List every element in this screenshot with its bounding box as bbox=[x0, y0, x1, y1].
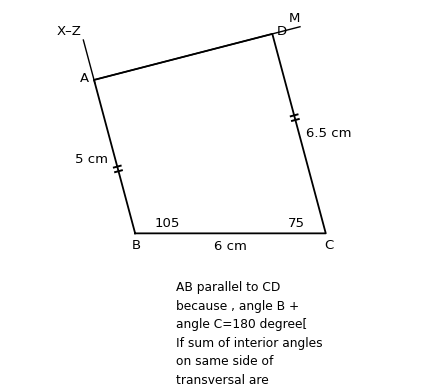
Text: 75: 75 bbox=[288, 217, 305, 230]
Text: D: D bbox=[277, 25, 287, 38]
Text: 6.5 cm: 6.5 cm bbox=[306, 127, 351, 140]
Text: 5 cm: 5 cm bbox=[75, 153, 108, 166]
Text: X–Z: X–Z bbox=[57, 25, 82, 38]
Text: A: A bbox=[80, 72, 89, 85]
Text: M: M bbox=[289, 12, 300, 25]
Text: C: C bbox=[324, 239, 334, 252]
Text: B: B bbox=[132, 239, 141, 252]
Text: AB parallel to CD
because , angle B +
angle C=180 degree[
If sum of interior ang: AB parallel to CD because , angle B + an… bbox=[176, 281, 323, 384]
Text: 6 cm: 6 cm bbox=[214, 240, 247, 253]
Text: 105: 105 bbox=[155, 217, 180, 230]
